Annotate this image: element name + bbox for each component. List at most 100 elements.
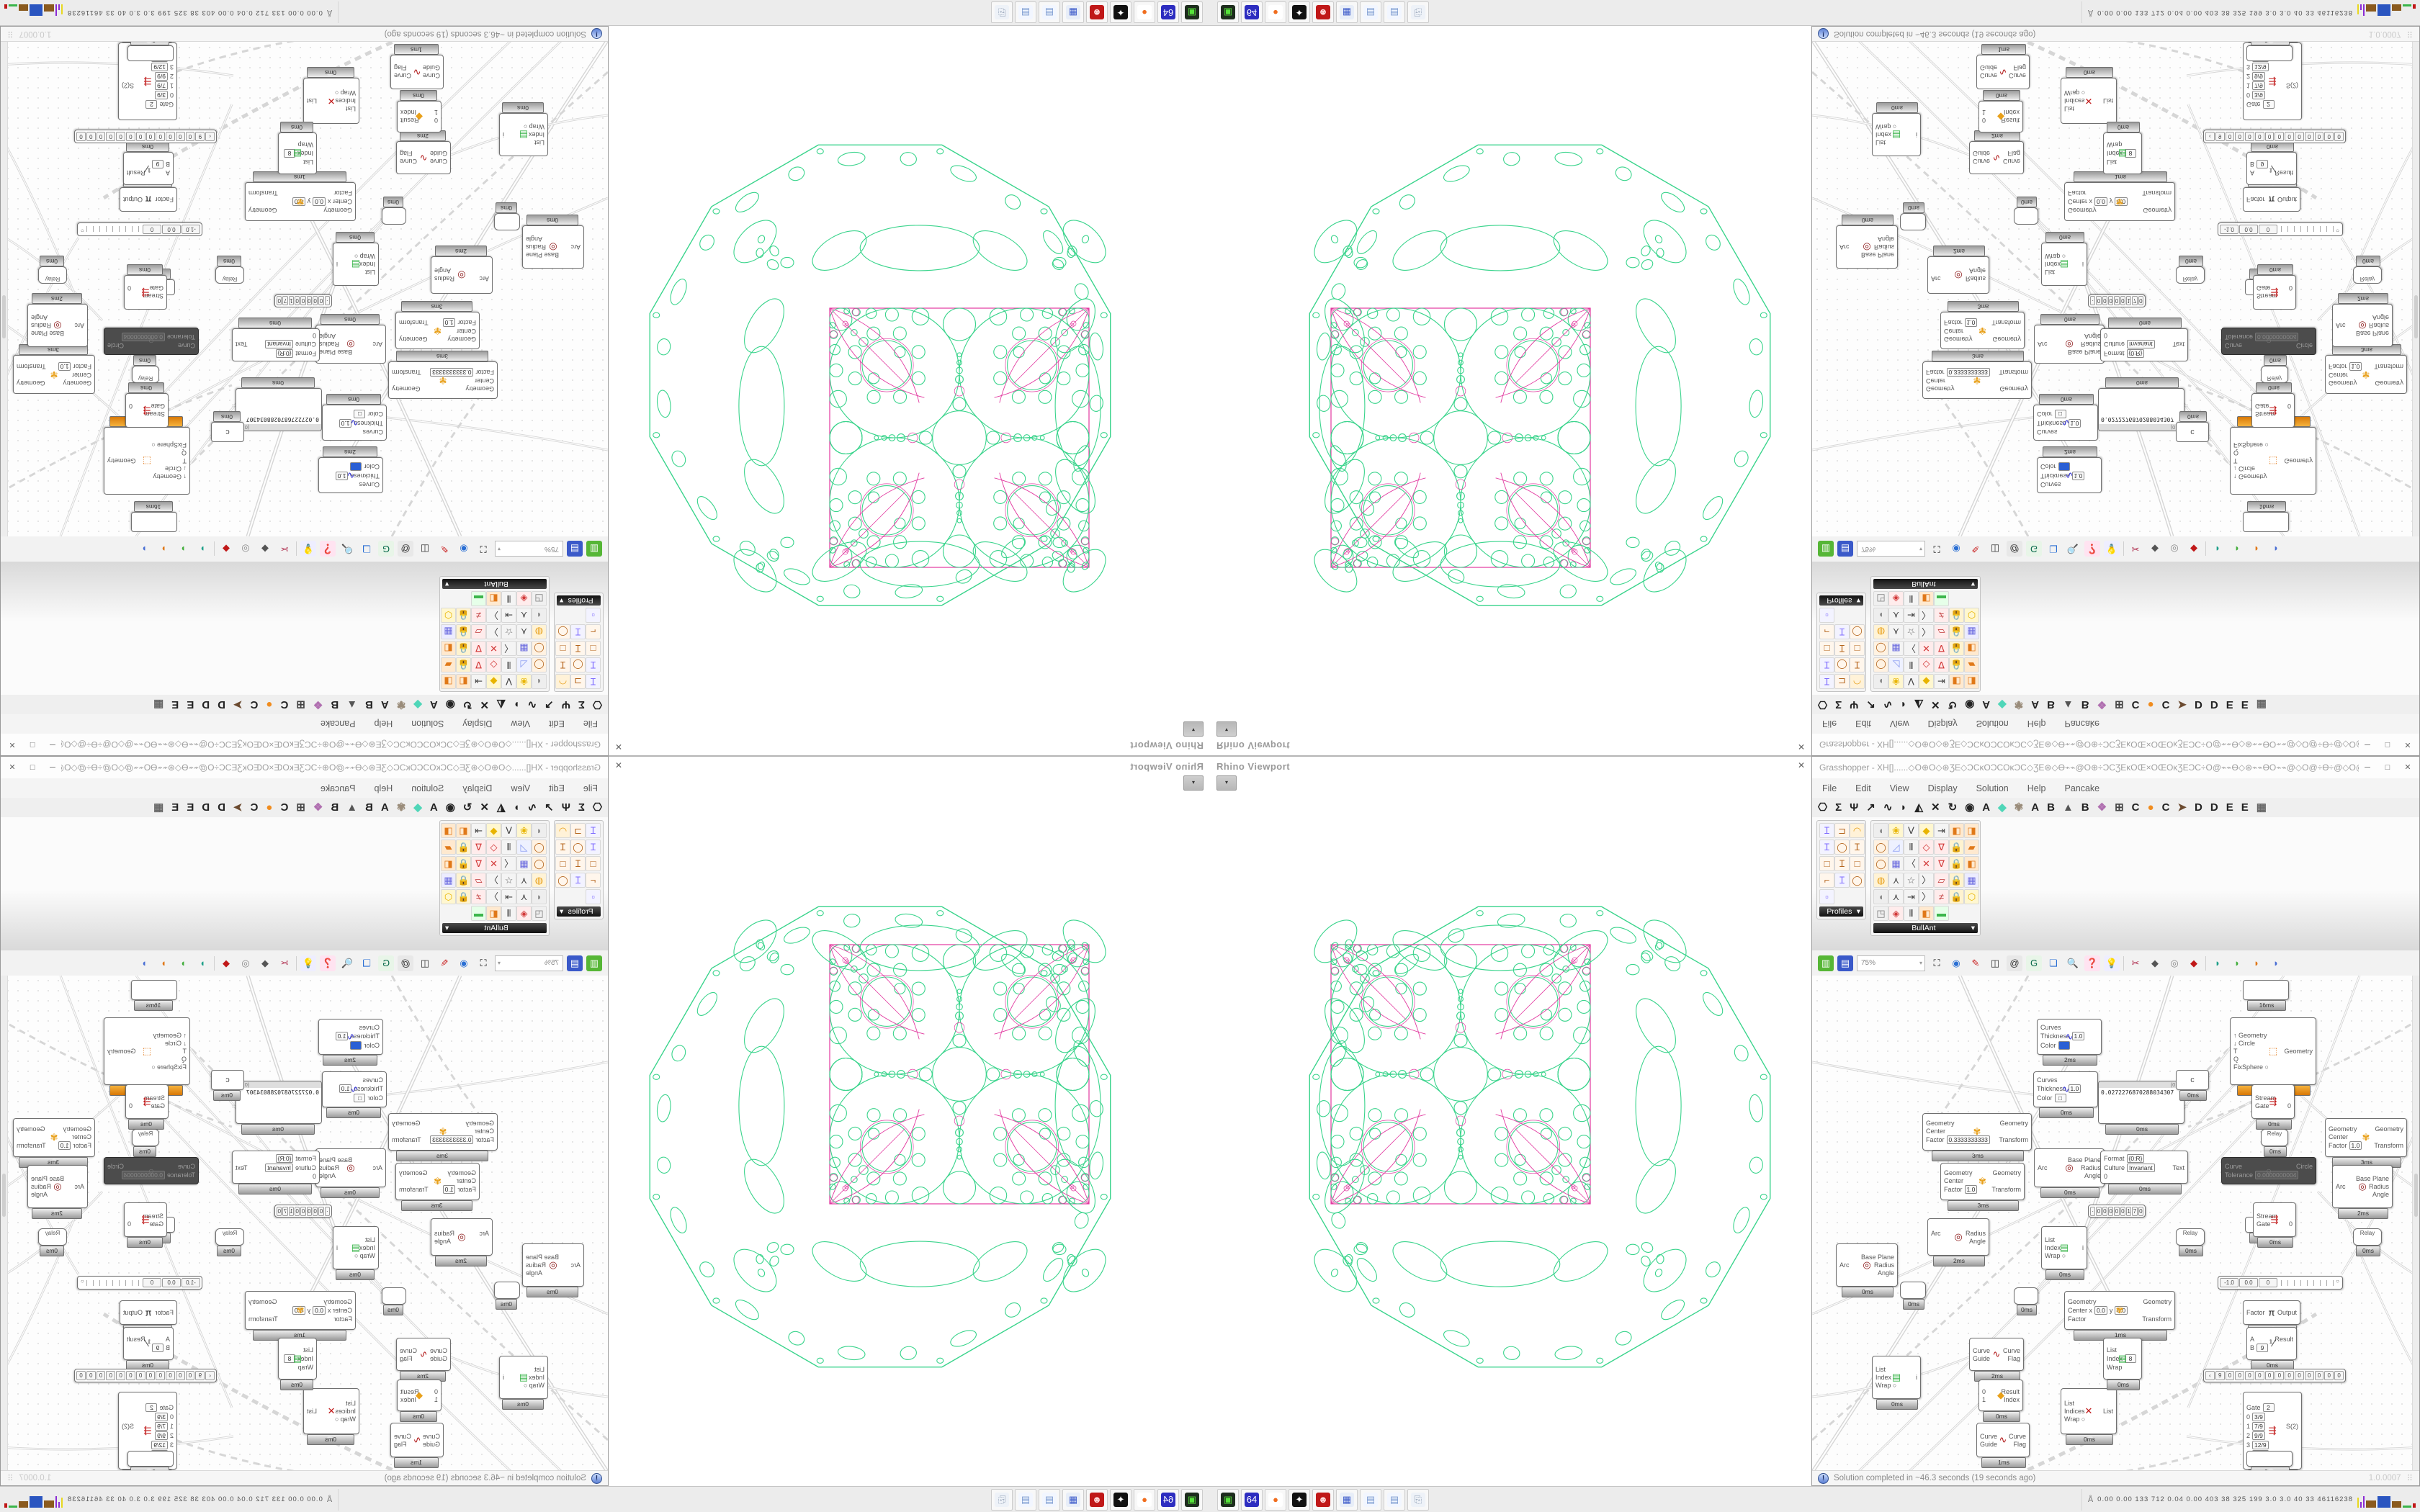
gem-outline-icon[interactable]: ◎ xyxy=(238,541,254,557)
gem-orange-icon[interactable]: ◗ xyxy=(156,955,171,971)
menu-item-solution[interactable]: Solution xyxy=(1976,719,2009,729)
palette-component-icon[interactable]: ◯ xyxy=(1873,641,1888,656)
palette-component-icon[interactable]: ◍ xyxy=(532,873,547,888)
digit-cell[interactable]: 0 xyxy=(2225,1371,2235,1380)
digit-cell[interactable]: 0 xyxy=(76,1371,86,1380)
component-node[interactable]: Geometry Geometry Center x 0.0 y 0.0 Factor Tra… xyxy=(2064,1291,2175,1341)
gem-teal-icon[interactable]: ◗ xyxy=(194,955,210,971)
input-value-box[interactable]: 9 xyxy=(2257,1343,2269,1352)
category-tab-icon[interactable]: ↗ xyxy=(1866,698,1876,711)
palette-component-icon[interactable]: ◯ xyxy=(1873,657,1888,672)
preview-icon[interactable]: ◉ xyxy=(456,955,472,971)
palette-component-icon[interactable]: ◠ xyxy=(555,823,570,838)
close-button[interactable]: ✕ xyxy=(2404,763,2411,772)
gem-teal-icon[interactable]: ◗ xyxy=(2210,541,2226,557)
gem-teal-icon[interactable]: ◗ xyxy=(194,541,210,557)
input-value-box[interactable]: ■ xyxy=(2058,1041,2070,1050)
input-value-box[interactable]: {0:R} xyxy=(2126,349,2145,358)
category-tab-icon[interactable]: ● xyxy=(266,801,273,814)
input-value-box[interactable]: 1.0 xyxy=(1964,1185,1978,1194)
category-tab-icon[interactable]: C xyxy=(2131,698,2140,711)
palette-component-icon[interactable]: 〉 xyxy=(486,873,501,888)
category-tab-icon[interactable]: ➤ xyxy=(233,801,243,814)
digit-scroller-node[interactable]: ‹ 9 0 0 0 0 0 0 0 0 0 0 0 0 xyxy=(2203,130,2346,143)
component-node[interactable]: List Index i Wrap ○ ▤ 0ms xyxy=(2041,1226,2087,1280)
palette-component-icon[interactable]: ▦ xyxy=(1964,873,1979,888)
category-tab-icon[interactable]: Σ xyxy=(1835,698,1842,711)
digit-cell[interactable]: 0 xyxy=(166,1371,175,1380)
palette-component-icon[interactable]: ▱ xyxy=(1934,873,1949,888)
slider-node[interactable]: -1.0 0.0 0 xyxy=(2218,222,2343,236)
palette-component-icon[interactable]: ◧ xyxy=(1919,591,1934,606)
palette-component-icon[interactable]: Ｉ xyxy=(570,624,586,639)
gem-blue-icon[interactable]: ◗ xyxy=(136,541,152,557)
grasshopper-titlebar[interactable]: Grasshopper - XH[]......◇O⊕O◇⊛ƷE◇ƆCĸOƆCO… xyxy=(1812,734,2419,755)
input-value-box[interactable]: 1.0 xyxy=(442,318,456,327)
component-node[interactable]: Curve Curve Guide Flag ∿ 1ms xyxy=(1976,1423,2030,1468)
palette-component-icon[interactable]: ✕ xyxy=(1919,641,1934,656)
digit-cell[interactable]: ‹ xyxy=(205,132,215,141)
gem-green-icon[interactable]: ◗ xyxy=(175,955,191,971)
zoom-extents-icon[interactable]: ⛶ xyxy=(1929,955,1945,971)
component-node[interactable]: Stream Gate 0 ⇶ 0ms xyxy=(2253,1202,2296,1248)
palette-component-icon[interactable]: ▦ xyxy=(516,856,532,871)
category-tab-icon[interactable]: ▲ xyxy=(346,698,358,711)
help-package-icon[interactable]: ❓ xyxy=(2084,955,2100,971)
palette-component-icon[interactable]: 〈 xyxy=(501,641,516,656)
input-value-box[interactable]: 9/9 xyxy=(155,72,168,81)
palette-component-icon[interactable]: □ xyxy=(1850,641,1865,656)
canvas-scrollbar[interactable] xyxy=(1,976,8,1470)
palette-component-icon[interactable]: ⇥ xyxy=(501,889,516,904)
category-tab-icon[interactable]: ∿ xyxy=(1883,801,1893,814)
slider-value-box[interactable]: 0.0 xyxy=(162,225,181,234)
category-tab-icon[interactable]: ✕ xyxy=(480,698,489,711)
palette-component-icon[interactable]: ▱ xyxy=(471,624,486,639)
digit-cell[interactable]: 0 xyxy=(306,296,313,306)
palette-component-icon[interactable]: Ｉ xyxy=(1850,840,1865,855)
category-tab-icon[interactable]: C xyxy=(2161,801,2170,814)
palette-footer[interactable]: BullAnt ▾ xyxy=(1873,579,1978,589)
red-robot-app-icon[interactable]: ☻ xyxy=(1086,1488,1108,1511)
palette-component-icon[interactable]: ⇥ xyxy=(501,608,516,623)
grasshopper-window[interactable]: Grasshopper - XH[]......◇O⊕O◇⊛ƷE◇ƆCĸOƆCO… xyxy=(0,26,609,756)
category-tab-icon[interactable]: B xyxy=(2047,698,2055,711)
rhino-viewport-panel[interactable]: Rhino Viewport ✕ ▾ xyxy=(1210,26,1811,756)
component-node[interactable]: ↑ Geometry ↓ Circle T Geometry Q FixSphere ○ ⬚… xyxy=(2230,1017,2316,1096)
category-tab-icon[interactable]: Ψ xyxy=(1850,698,1859,711)
category-tab-icon[interactable]: ❖ xyxy=(313,698,323,711)
input-value-box[interactable]: 0.0000000004 xyxy=(2255,1170,2299,1179)
category-tab-icon[interactable]: ↻ xyxy=(1948,698,1958,711)
menu-item-view[interactable]: View xyxy=(1889,719,1909,729)
palette-component-icon[interactable]: ◖ xyxy=(532,608,547,623)
palette-component-icon[interactable]: ∇ xyxy=(471,840,486,855)
help-package-icon[interactable]: ❓ xyxy=(320,955,336,971)
notepad-app-icon[interactable]: ▤ xyxy=(1039,1488,1060,1511)
hints-icon[interactable]: 💡 xyxy=(2104,955,2120,971)
category-tab-icon[interactable]: ⊞ xyxy=(2115,801,2124,814)
digit-cell[interactable]: 0 xyxy=(116,1371,125,1380)
palette-component-icon[interactable]: ◯ xyxy=(1850,873,1865,888)
open-file-icon[interactable]: ▥ xyxy=(586,541,602,557)
hide-wires-icon[interactable]: ◫ xyxy=(417,541,433,557)
category-tab-icon[interactable]: C xyxy=(280,698,289,711)
window-icon[interactable]: ❏ xyxy=(359,541,375,557)
palette-component-icon[interactable]: ⫴ xyxy=(1904,906,1919,921)
palette-component-icon[interactable]: ❀ xyxy=(516,674,532,689)
grasshopper-window[interactable]: Grasshopper - XH[]......◇O⊕O◇⊛ƷE◇ƆCĸOƆCO… xyxy=(1811,756,2420,1486)
component-node[interactable]: c 0ms xyxy=(2176,411,2209,442)
palette-component-icon[interactable]: ◯ xyxy=(1873,840,1888,855)
palette-component-icon[interactable]: ◠ xyxy=(1850,674,1865,689)
digit-cell[interactable]: · xyxy=(324,296,330,306)
slider-row[interactable]: -1.0 0.0 0 xyxy=(2218,223,2342,235)
palette-component-icon[interactable]: ◧ xyxy=(1964,641,1979,656)
palette-component-icon[interactable]: ⇥ xyxy=(1904,889,1919,904)
palette-component-icon[interactable]: ∇ xyxy=(1934,641,1949,656)
digit-cell[interactable]: · xyxy=(2090,296,2096,306)
input-value-box[interactable]: 0.3333333333 xyxy=(1946,1135,1990,1144)
rhino-viewport-panel[interactable]: Rhino Viewport ✕ ▾ xyxy=(1210,756,1811,1486)
calculator-app-icon[interactable]: ▦ xyxy=(1336,1488,1358,1511)
palette-component-icon[interactable]: Ⅴ xyxy=(501,823,516,838)
palette-component-icon[interactable]: □ xyxy=(1819,856,1834,871)
relay-node[interactable]: 0ms xyxy=(382,197,406,225)
palette-component-icon[interactable]: 〈 xyxy=(1904,641,1919,656)
